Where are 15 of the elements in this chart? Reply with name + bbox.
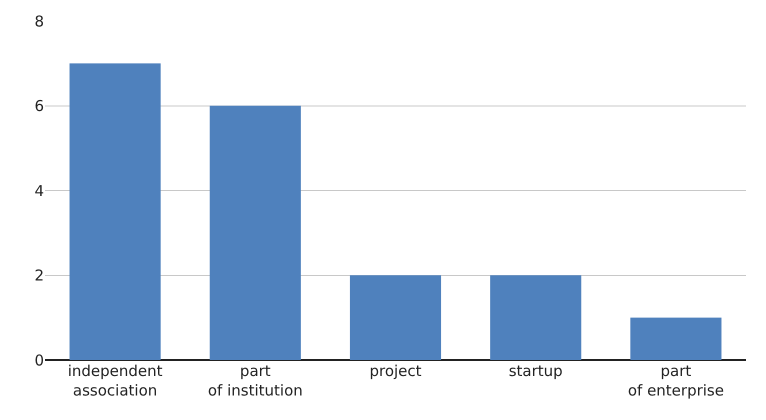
x-tick-label: startup xyxy=(508,362,563,380)
x-tick-label: part of institution xyxy=(208,362,303,400)
bar xyxy=(630,318,722,360)
bar xyxy=(350,275,442,360)
y-tick-label: 8 xyxy=(34,12,44,30)
y-tick-label: 0 xyxy=(34,351,44,370)
x-tick-label: project xyxy=(369,362,422,380)
y-tick-label: 6 xyxy=(34,97,44,115)
y-tick-label: 2 xyxy=(34,266,44,284)
bar xyxy=(490,275,582,360)
x-tick-label: independent association xyxy=(68,362,163,400)
bar xyxy=(210,106,301,360)
bar xyxy=(70,63,161,360)
x-tick-label: part of enterprise xyxy=(628,362,724,400)
y-tick-label: 4 xyxy=(34,182,44,200)
